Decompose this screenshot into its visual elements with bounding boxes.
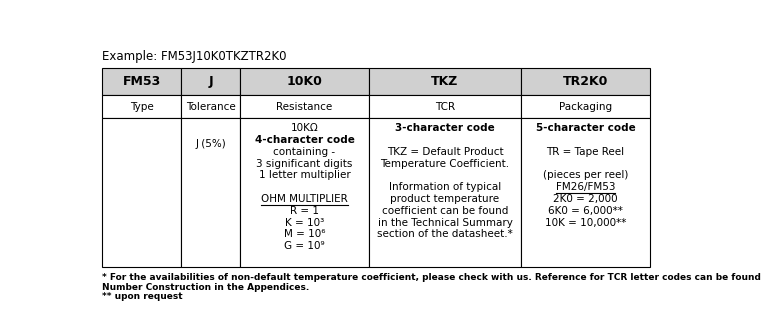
Text: 1 letter multiplier: 1 letter multiplier [259, 170, 350, 180]
Text: TKZ: TKZ [431, 75, 459, 88]
FancyBboxPatch shape [521, 68, 649, 95]
Text: 4-character code: 4-character code [255, 135, 354, 145]
FancyBboxPatch shape [240, 68, 369, 95]
Text: J: J [208, 75, 213, 88]
Text: K = 10³: K = 10³ [285, 218, 324, 228]
FancyBboxPatch shape [102, 95, 181, 118]
FancyBboxPatch shape [240, 95, 369, 118]
FancyBboxPatch shape [102, 68, 181, 95]
FancyBboxPatch shape [521, 95, 649, 118]
FancyBboxPatch shape [369, 118, 521, 267]
Text: section of the datasheet.*: section of the datasheet.* [377, 229, 513, 239]
Text: J (5%): J (5%) [195, 139, 226, 149]
Text: in the Technical Summary: in the Technical Summary [378, 218, 513, 228]
Text: Number Construction in the Appendices.: Number Construction in the Appendices. [102, 283, 310, 292]
FancyBboxPatch shape [181, 68, 240, 95]
Text: coefficient can be found: coefficient can be found [382, 206, 508, 216]
FancyBboxPatch shape [369, 68, 521, 95]
FancyBboxPatch shape [102, 118, 181, 267]
Text: Information of typical: Information of typical [389, 182, 501, 192]
Text: Tolerance: Tolerance [186, 102, 236, 112]
Text: R = 1: R = 1 [290, 206, 319, 216]
Text: 10K0: 10K0 [287, 75, 323, 88]
Text: 3 significant digits: 3 significant digits [256, 159, 353, 169]
Text: Type: Type [130, 102, 153, 112]
Text: 10KΩ: 10KΩ [291, 123, 318, 133]
Text: FM26/FM53: FM26/FM53 [555, 182, 615, 192]
Text: TR2K0: TR2K0 [563, 75, 608, 88]
Text: Resistance: Resistance [276, 102, 333, 112]
Text: 2K0 = 2,000: 2K0 = 2,000 [553, 194, 618, 204]
FancyBboxPatch shape [181, 95, 240, 118]
Text: G = 10⁹: G = 10⁹ [284, 241, 325, 251]
Text: TKZ = Default Product: TKZ = Default Product [387, 147, 504, 157]
FancyBboxPatch shape [240, 118, 369, 267]
Text: M = 10⁶: M = 10⁶ [284, 229, 325, 239]
Text: 10K = 10,000**: 10K = 10,000** [545, 218, 626, 228]
Text: * For the availabilities of non-default temperature coefficient, please check wi: * For the availabilities of non-default … [102, 273, 763, 282]
Text: OHM MULTIPLIER: OHM MULTIPLIER [261, 194, 348, 204]
Text: ** upon request: ** upon request [102, 292, 183, 301]
Text: 6K0 = 6,000**: 6K0 = 6,000** [548, 206, 623, 216]
Text: (pieces per reel): (pieces per reel) [542, 170, 628, 180]
FancyBboxPatch shape [521, 118, 649, 267]
Text: Example: FM53J10K0TKZTR2K0: Example: FM53J10K0TKZTR2K0 [102, 50, 287, 63]
Text: FM53: FM53 [123, 75, 161, 88]
Text: product temperature: product temperature [391, 194, 500, 204]
Text: 5-character code: 5-character code [536, 123, 636, 133]
Text: 3-character code: 3-character code [395, 123, 495, 133]
Text: Temperature Coefficient.: Temperature Coefficient. [381, 159, 510, 169]
Text: TCR: TCR [435, 102, 455, 112]
Text: Packaging: Packaging [559, 102, 612, 112]
Text: containing -: containing - [273, 147, 336, 157]
FancyBboxPatch shape [369, 95, 521, 118]
Text: TR = Tape Reel: TR = Tape Reel [546, 147, 625, 157]
FancyBboxPatch shape [181, 118, 240, 267]
